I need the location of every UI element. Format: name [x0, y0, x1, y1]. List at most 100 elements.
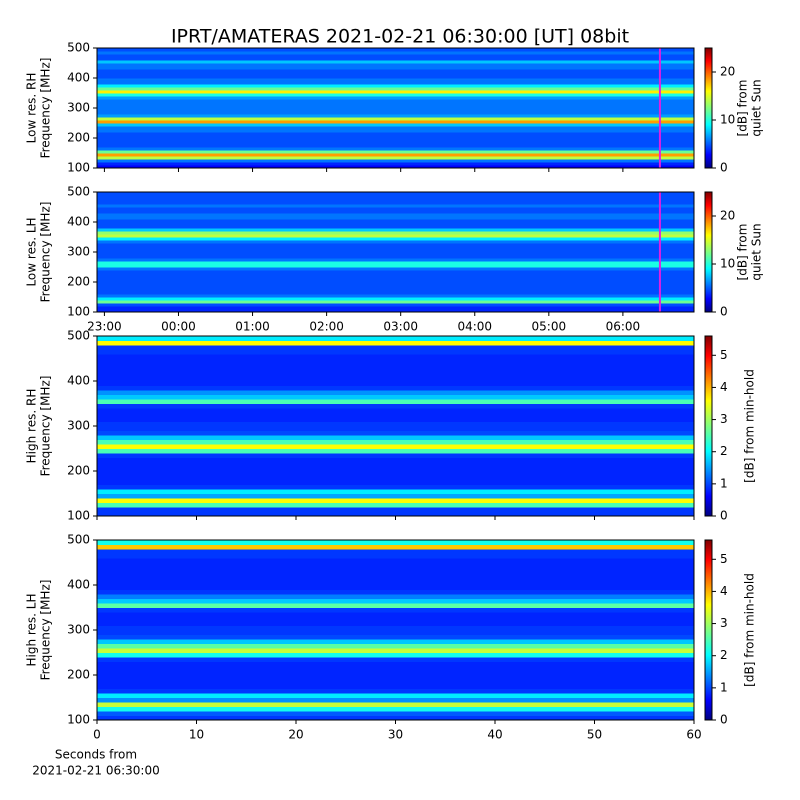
heat-row [97, 54, 694, 58]
heat-row [97, 711, 694, 716]
colorbar-tick-label: 0 [720, 713, 728, 727]
heat-row [97, 571, 694, 577]
colorbar-tick-label: 4 [720, 584, 728, 598]
heat-row [97, 192, 694, 196]
heat-row [97, 105, 694, 109]
x-tick-label: 20 [288, 728, 303, 742]
heat-row [97, 108, 694, 112]
heat-row [97, 243, 694, 247]
colorbar-tick-label: 1 [720, 476, 728, 490]
heat-row [97, 129, 694, 133]
y-tick-label: 300 [67, 245, 90, 259]
heat-row [97, 558, 694, 563]
heat-row [97, 702, 694, 707]
heat-row [97, 706, 694, 712]
x-tick-label: 0 [93, 728, 101, 742]
heat-row [97, 75, 694, 79]
y-tick-label: 100 [67, 713, 90, 727]
y-tick-label: 300 [67, 101, 90, 115]
heat-row [97, 69, 694, 73]
heat-row [97, 493, 694, 499]
heat-row [97, 81, 694, 85]
colorbar-tick-label: 3 [720, 412, 728, 426]
heat-row [97, 408, 694, 413]
heat-row [97, 426, 694, 431]
heat-row [97, 114, 694, 118]
heat-row [97, 120, 694, 124]
heat-row [97, 666, 694, 671]
heat-row [97, 616, 694, 622]
heat-row [97, 240, 694, 244]
heat-row [97, 261, 694, 265]
heat-row [97, 607, 694, 613]
heat-row [97, 96, 694, 100]
x-tick-label: 40 [487, 728, 502, 742]
heat-row [97, 126, 694, 130]
heat-row [97, 84, 694, 88]
heat-row [97, 99, 694, 103]
y-axis-label: Frequency [MHz] [39, 58, 53, 159]
heat-row [97, 657, 694, 662]
heat-row [97, 258, 694, 262]
heat-row [97, 90, 694, 94]
heat-row [97, 448, 694, 454]
heat-row [97, 123, 694, 127]
heat-row [97, 621, 694, 626]
x-tick-label: 03:00 [383, 320, 418, 334]
heat-row [97, 216, 694, 220]
heat-row [97, 219, 694, 223]
colorbar [704, 335, 713, 517]
x-tick-label: 01:00 [235, 320, 270, 334]
colorbar-tick-label: 10 [720, 113, 735, 127]
heat-row [97, 544, 694, 550]
heat-row [97, 679, 694, 685]
heat-row [97, 336, 694, 341]
x-tick-label: 30 [388, 728, 403, 742]
colorbar-tick-label: 3 [720, 616, 728, 630]
x-tick-label: 60 [686, 728, 701, 742]
heat-row [97, 484, 694, 490]
heat-row [97, 661, 694, 667]
y-axis-label: Low res. LH [25, 217, 39, 286]
colorbar-tick-label: 0 [720, 305, 728, 319]
heat-row [97, 403, 694, 409]
heat-row [97, 511, 694, 517]
colorbar-label: [dB] from min-hold [743, 573, 757, 687]
heat-row [97, 132, 694, 136]
colorbar-label: [dB] from [736, 224, 750, 281]
colorbar-tick-label: 10 [720, 257, 735, 271]
colorbar-tick-label: 5 [720, 552, 728, 566]
heat-row [97, 303, 694, 307]
y-tick-label: 400 [67, 71, 90, 85]
heat-row [97, 630, 694, 635]
heat-row [97, 66, 694, 70]
heat-row [97, 78, 694, 82]
heat-row [97, 276, 694, 280]
heat-row [97, 466, 694, 472]
heat-row [97, 349, 694, 355]
heat-row [97, 225, 694, 229]
heat-row [97, 207, 694, 211]
heat-row [97, 562, 694, 568]
colorbar [704, 47, 713, 169]
heat-row [97, 580, 694, 586]
x-axis-label: Seconds from [55, 748, 137, 762]
heat-row [97, 489, 694, 494]
y-tick-label: 500 [67, 41, 90, 55]
x-tick-label: 00:00 [161, 320, 196, 334]
heat-row [97, 279, 694, 283]
colorbar-tick-label: 20 [720, 65, 735, 79]
heat-row [97, 594, 694, 599]
heat-row [97, 553, 694, 559]
heat-row [97, 480, 694, 485]
heat-row [97, 567, 694, 572]
colorbar-tick-label: 0 [720, 509, 728, 523]
heat-row [97, 300, 694, 304]
heat-row [97, 138, 694, 142]
heat-row [97, 453, 694, 458]
heat-row [97, 156, 694, 160]
x-tick-label: 04:00 [457, 320, 492, 334]
y-tick-label: 300 [67, 623, 90, 637]
heat-row [97, 150, 694, 154]
heat-row [97, 390, 694, 395]
